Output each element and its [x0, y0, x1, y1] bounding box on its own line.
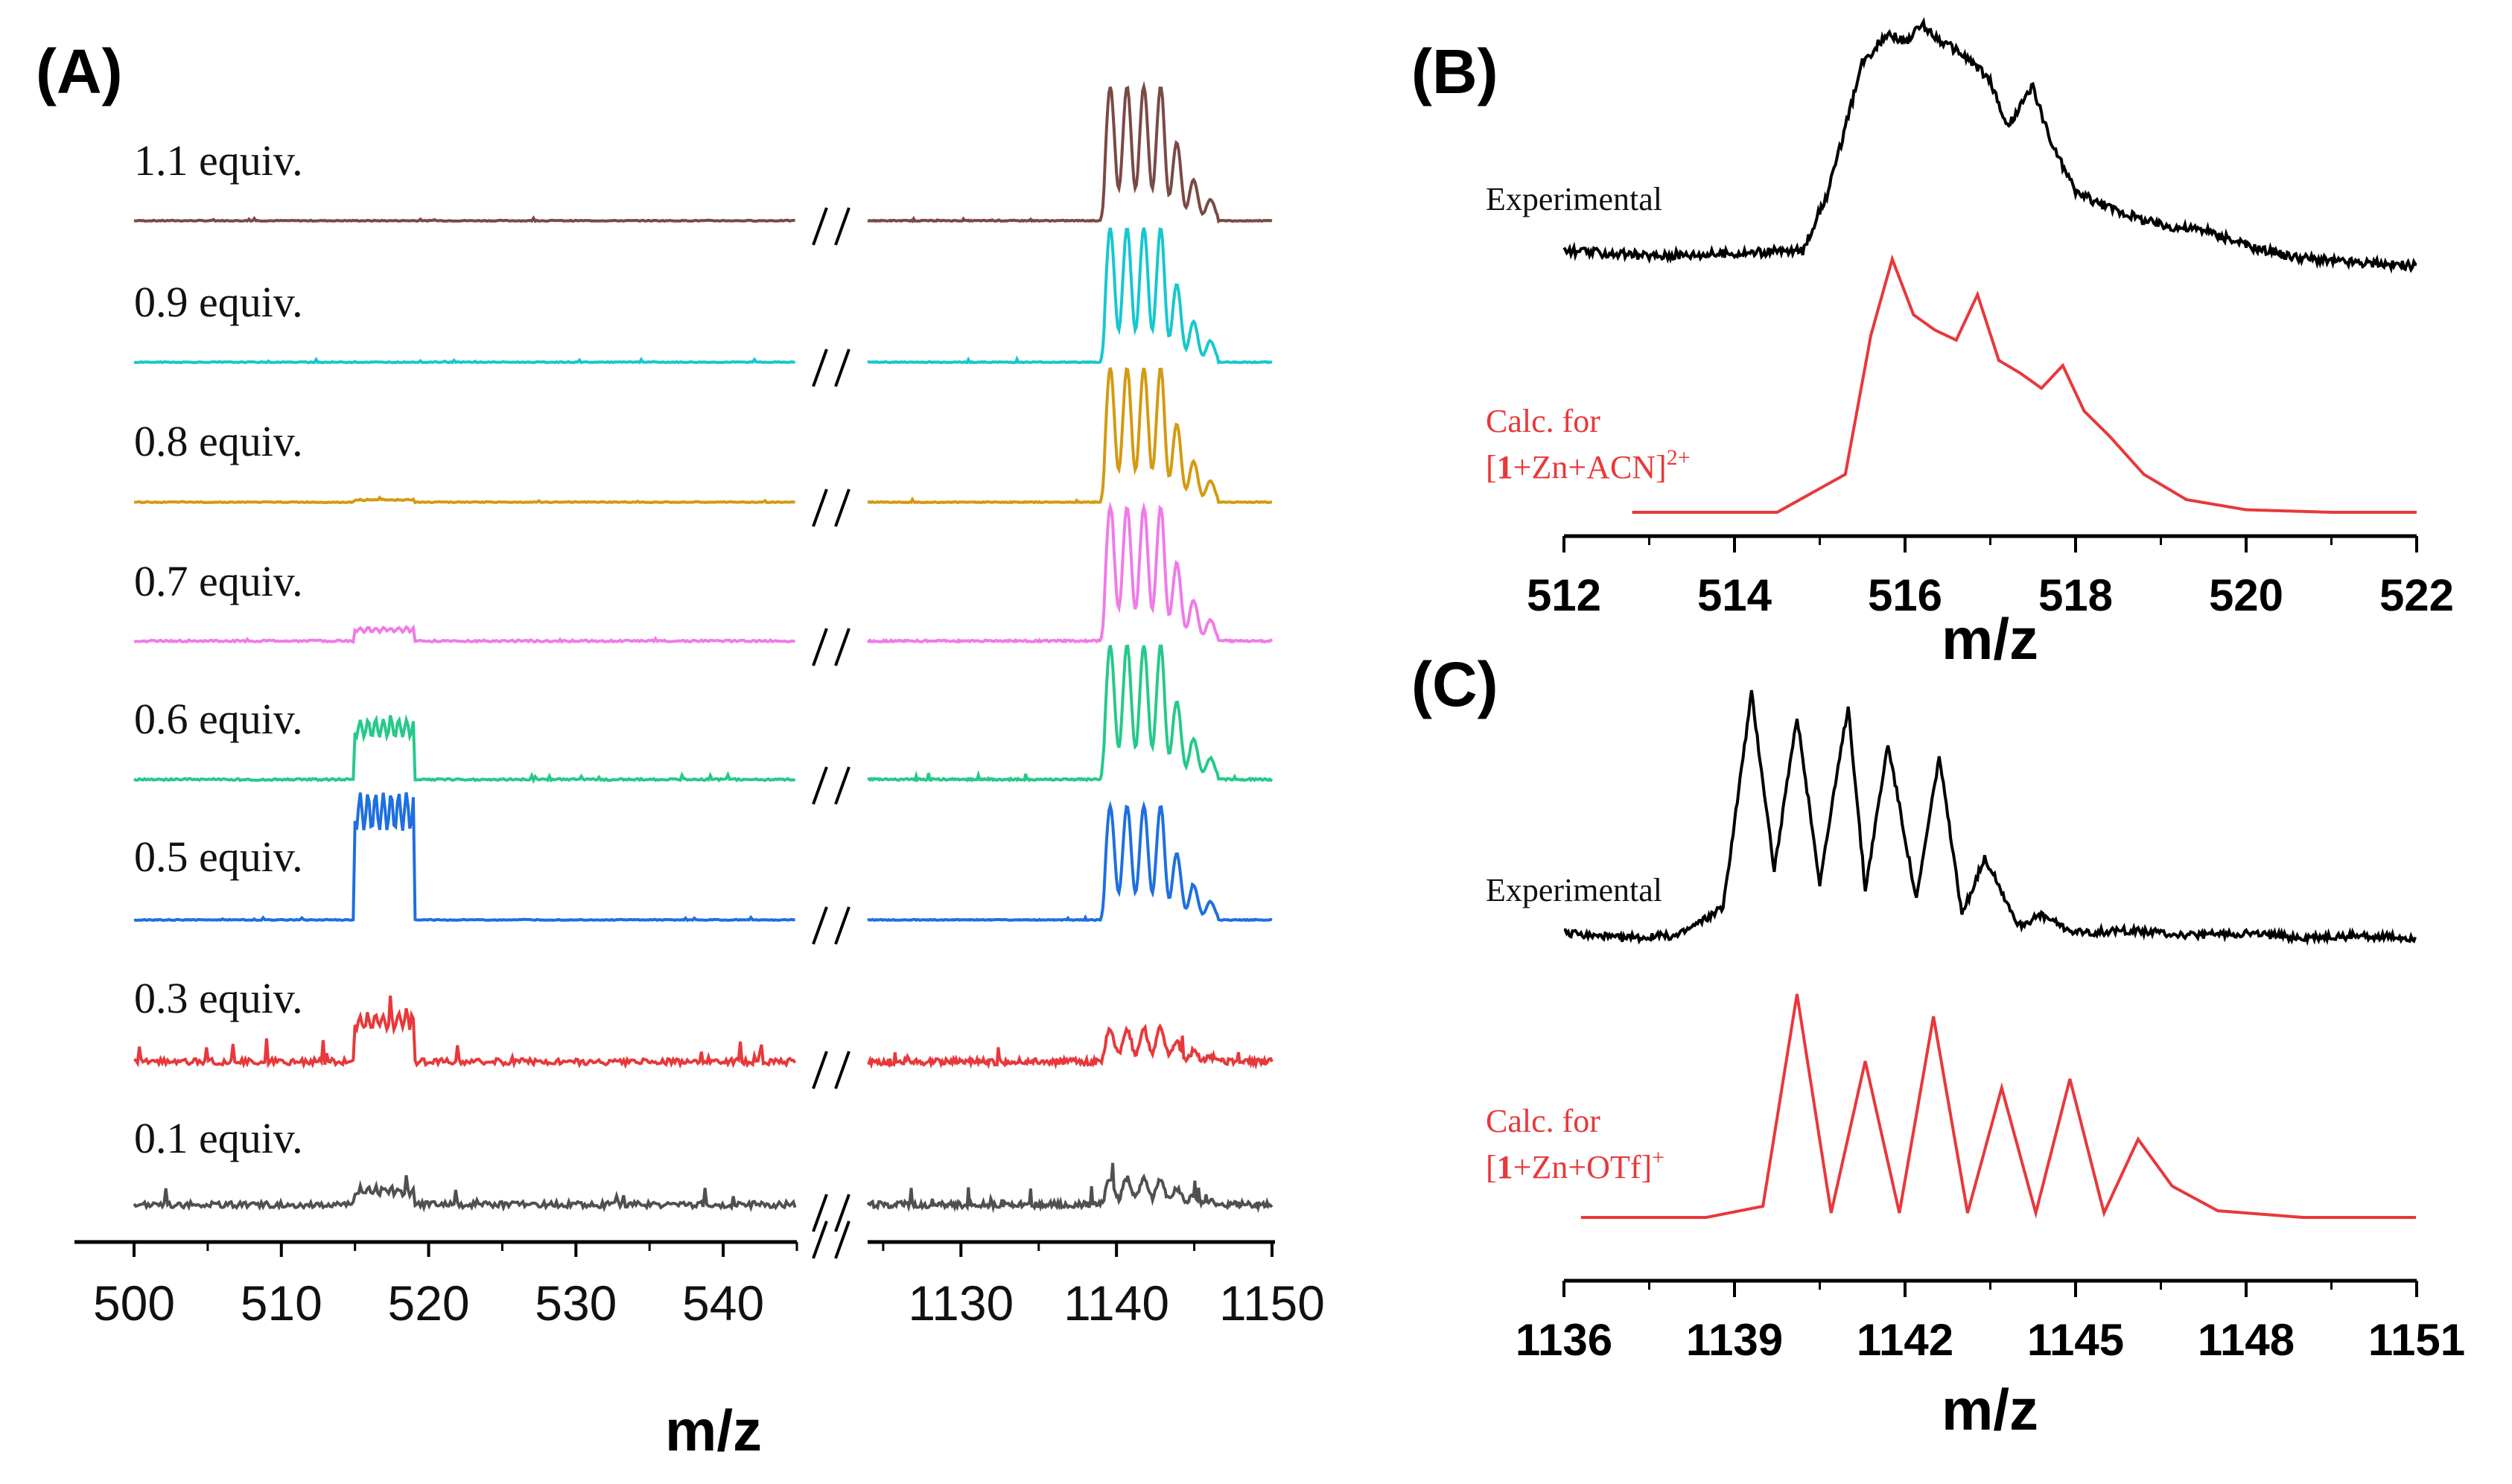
panel-b-calc-formula-mid: +Zn+ACN]	[1513, 449, 1667, 485]
panel-a-trace-left	[134, 624, 795, 644]
panel-c-calc-label-line2: [1+Zn+OTf]+	[1486, 1145, 1664, 1185]
axis-break-mark	[834, 207, 850, 246]
panel-b-experimental-label: Experimental	[1486, 181, 1662, 217]
axis-break-mark	[834, 348, 850, 387]
x-tick-label: 514	[1697, 570, 1772, 620]
series-label: 0.5 equiv.	[134, 832, 303, 881]
series-label: 0.8 equiv.	[134, 417, 303, 465]
axis-break-mark	[812, 207, 828, 246]
panel-a-trace-left	[133, 996, 797, 1069]
panel-a-trace-left	[133, 792, 795, 923]
panel-c-experimental-label: Experimental	[1486, 872, 1662, 908]
axis-break-mark	[812, 488, 828, 527]
panel-b-calc-formula-sup: 2+	[1667, 445, 1691, 470]
axis-break-mark	[834, 766, 850, 805]
axis-break-mark	[812, 906, 828, 945]
panel-c-x-axis: 1136 1139 1142 1145 1148 1151	[1516, 1278, 2465, 1365]
panel-a-trace-left	[133, 215, 795, 223]
panel-b: (B) Experimental Calc. for [1+Zn+ACN]2+ …	[1411, 16, 2454, 672]
x-tick-label: 520	[2209, 570, 2283, 620]
axis-break-mark	[834, 1194, 850, 1232]
panel-c-calc-formula-mid: +Zn+OTf]	[1513, 1149, 1652, 1185]
panel-a-trace-left	[133, 495, 796, 505]
axis-break-mark	[812, 1051, 828, 1089]
panel-a-trace-right	[867, 800, 1273, 923]
axis-break-mark	[834, 1220, 850, 1259]
series-label: 0.3 equiv.	[134, 974, 303, 1022]
x-tick-label: 1150	[1219, 1276, 1325, 1331]
x-tick-label: 1145	[2027, 1315, 2124, 1365]
panel-a-trace-right	[866, 501, 1274, 644]
panel-b-calc-formula-pre: [	[1486, 449, 1497, 485]
panel-a-trace-right	[867, 1023, 1274, 1070]
panel-c-x-axis-title: m/z	[1942, 1377, 2038, 1442]
axis-break-mark	[834, 1051, 850, 1089]
panel-b-x-axis: 512 514 516 518 520 522	[1527, 534, 2454, 620]
series-label: 0.6 equiv.	[134, 695, 303, 743]
panel-a-series-labels: 1.1 equiv. 0.9 equiv. 0.8 equiv. 0.7 equiv.…	[134, 136, 303, 1162]
axis-break-mark	[812, 1220, 828, 1259]
panel-c-calculated-trace	[1580, 993, 2416, 1219]
panel-c: (C) Experimental Calc. for [1+Zn+OTf]+ 1…	[1411, 649, 2465, 1442]
panel-a-trace-left	[133, 1175, 797, 1213]
x-tick-label: 512	[1527, 570, 1601, 620]
panel-b-label: (B)	[1411, 36, 1498, 106]
axis-break-mark	[812, 628, 828, 666]
panel-b-calc-label-line1: Calc. for	[1486, 403, 1600, 439]
panel-a: (A) 1.1 equiv. 0.9 equiv. 0.8 equiv. 0.7 eq…	[36, 36, 1325, 1463]
x-tick-label: 1136	[1516, 1315, 1612, 1365]
x-tick-label: 1130	[908, 1276, 1014, 1331]
panel-a-trace-right	[867, 227, 1273, 365]
panel-c-experimental-trace	[1564, 690, 2417, 946]
x-tick-label: 516	[1868, 570, 1942, 620]
panel-b-x-axis-title: m/z	[1942, 606, 2038, 672]
panel-a-label: (A)	[36, 36, 123, 106]
panel-a-traces	[133, 80, 1274, 1232]
axis-break-mark	[812, 766, 828, 805]
panel-b-experimental-trace	[1562, 16, 2417, 274]
series-label: 0.1 equiv.	[134, 1114, 303, 1162]
panel-c-calc-formula-bold: 1	[1497, 1149, 1513, 1185]
panel-a-trace-left	[133, 357, 795, 365]
panel-a-trace-right	[866, 1162, 1274, 1214]
panel-c-calc-label-line1: Calc. for	[1486, 1103, 1600, 1139]
panel-a-x-axis: 500 510 520 530 540 1130 1140 1150	[74, 1220, 1325, 1331]
panel-a-trace-right	[867, 80, 1273, 224]
axis-break-mark	[834, 628, 850, 666]
axis-break-mark	[834, 906, 850, 945]
x-tick-label: 1148	[2198, 1315, 2295, 1365]
x-tick-label: 520	[387, 1276, 469, 1331]
panel-c-calc-formula-pre: [	[1486, 1149, 1497, 1185]
series-label: 1.1 equiv.	[134, 136, 303, 185]
panel-c-label: (C)	[1411, 649, 1498, 719]
series-label: 0.7 equiv.	[134, 557, 303, 605]
panel-a-trace-right	[867, 366, 1273, 505]
x-tick-label: 1151	[2368, 1315, 2465, 1365]
x-tick-label: 518	[2038, 570, 2113, 620]
panel-b-calculated-trace	[1632, 254, 2417, 514]
axis-break-mark	[812, 1194, 828, 1232]
panel-b-calc-formula-bold: 1	[1497, 449, 1513, 485]
panel-c-calc-formula-sup: +	[1652, 1145, 1664, 1170]
x-tick-label: 530	[535, 1276, 617, 1331]
axis-break-mark	[812, 348, 828, 387]
x-tick-label: 1140	[1063, 1276, 1169, 1331]
x-tick-label: 1142	[1857, 1315, 1953, 1365]
x-tick-label: 522	[2379, 570, 2454, 620]
x-tick-label: 1139	[1686, 1315, 1783, 1365]
x-tick-label: 500	[93, 1276, 175, 1331]
panel-a-trace-right	[867, 644, 1274, 783]
x-tick-label: 540	[682, 1276, 764, 1331]
panel-a-trace-left	[133, 713, 796, 784]
panel-a-x-axis-title: m/z	[665, 1398, 762, 1463]
axis-break-mark	[834, 488, 850, 527]
x-tick-label: 510	[241, 1276, 322, 1331]
series-label: 0.9 equiv.	[134, 278, 303, 326]
panel-b-calc-label-line2: [1+Zn+ACN]2+	[1486, 445, 1691, 485]
